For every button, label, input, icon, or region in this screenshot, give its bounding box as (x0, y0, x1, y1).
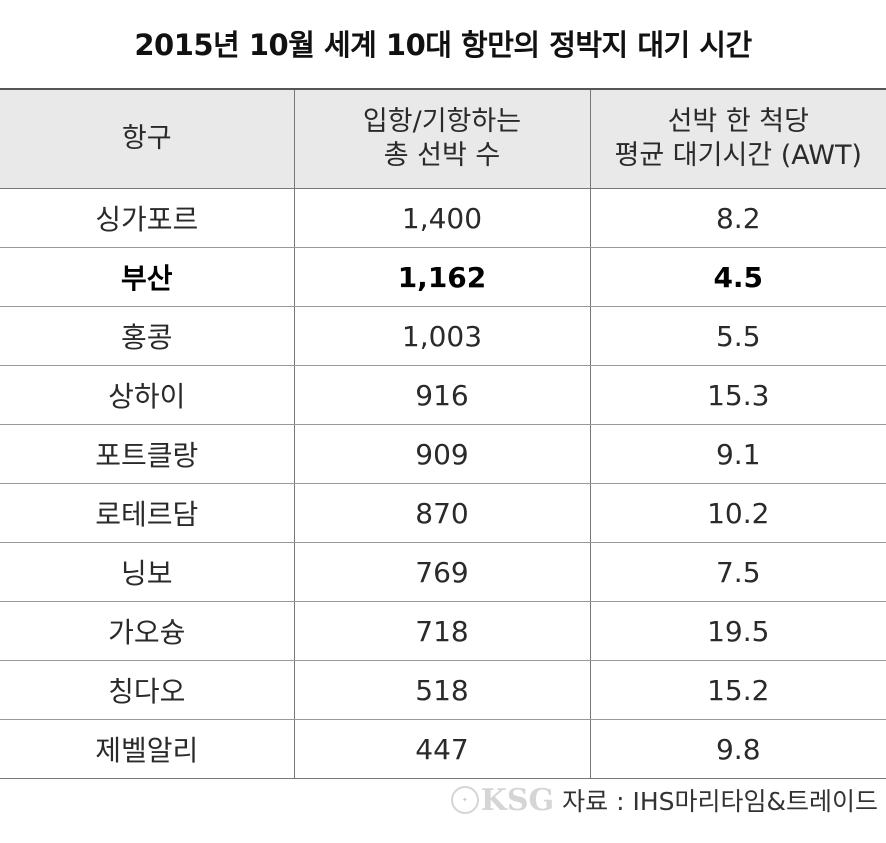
ships-cell: 916 (293, 365, 590, 425)
awt-cell: 9.1 (589, 424, 886, 484)
ships-cell: 769 (293, 542, 590, 602)
ships-cell: 518 (293, 660, 590, 720)
table-row: 상하이 916 15.3 (0, 365, 886, 425)
awt-cell: 7.5 (589, 542, 886, 602)
awt-cell: 4.5 (589, 247, 886, 307)
port-cell: 부산 (0, 247, 294, 307)
header-ships-line2: 총 선박 수 (383, 140, 501, 171)
table-row: 가오슝 718 19.5 (0, 601, 886, 661)
table-row-highlighted: 부산 1,162 4.5 (0, 247, 886, 307)
port-cell: 상하이 (0, 365, 294, 425)
source-text: 자료 : IHS마리타임&트레이드 (562, 787, 878, 816)
header-port-label: 항구 (121, 123, 172, 154)
header-awt-line2: 평균 대기시간 (AWT) (614, 140, 862, 171)
table-row: 닝보 769 7.5 (0, 542, 886, 602)
header-awt: 선박 한 척당 평균 대기시간 (AWT) (589, 88, 886, 189)
awt-cell: 15.2 (589, 660, 886, 720)
port-cell: 가오슝 (0, 601, 294, 661)
awt-cell: 10.2 (589, 483, 886, 543)
table-row: 로테르담 870 10.2 (0, 483, 886, 543)
port-cell: 포트클랑 (0, 424, 294, 484)
ships-cell: 1,162 (293, 247, 590, 307)
awt-cell: 5.5 (589, 306, 886, 366)
ships-cell: 870 (293, 483, 590, 543)
ships-cell: 447 (293, 719, 590, 779)
awt-cell: 19.5 (589, 601, 886, 661)
port-cell: 로테르담 (0, 483, 294, 543)
port-cell: 칭다오 (0, 660, 294, 720)
source-caption: ✦ KSG 자료 : IHS마리타임&트레이드 (450, 782, 878, 818)
header-port: 항구 (0, 88, 294, 189)
ships-cell: 909 (293, 424, 590, 484)
table-row: 싱가포르 1,400 8.2 (0, 188, 886, 248)
table-row: 홍콩 1,003 5.5 (0, 306, 886, 366)
port-cell: 닝보 (0, 542, 294, 602)
ksg-logo-text: KSG (480, 782, 555, 818)
table-row: 포트클랑 909 9.1 (0, 424, 886, 484)
header-awt-line1: 선박 한 척당 (667, 106, 809, 137)
ships-cell: 718 (293, 601, 590, 661)
ships-cell: 1,400 (293, 188, 590, 248)
table-header-row: 항구 입항/기항하는 총 선박 수 선박 한 척당 평균 대기시간 (AWT) (0, 88, 886, 189)
ksg-emblem-icon: ✦ (450, 786, 479, 814)
port-cell: 홍콩 (0, 306, 294, 366)
port-cell: 싱가포르 (0, 188, 294, 248)
table-row: 칭다오 518 15.2 (0, 660, 886, 720)
ships-cell: 1,003 (293, 306, 590, 366)
awt-cell: 9.8 (589, 719, 886, 779)
ksg-logo: ✦ KSG (450, 782, 555, 818)
awt-cell: 15.3 (589, 365, 886, 425)
port-cell: 제벨알리 (0, 719, 294, 779)
awt-cell: 8.2 (589, 188, 886, 248)
page-title: 2015년 10월 세계 10대 항만의 정박지 대기 시간 (134, 28, 752, 62)
header-ships-line1: 입항/기항하는 (362, 106, 522, 137)
header-ships: 입항/기항하는 총 선박 수 (293, 88, 590, 189)
table-row: 제벨알리 447 9.8 (0, 719, 886, 779)
port-waiting-time-table: 항구 입항/기항하는 총 선박 수 선박 한 척당 평균 대기시간 (AWT) 싱가… (0, 88, 886, 779)
